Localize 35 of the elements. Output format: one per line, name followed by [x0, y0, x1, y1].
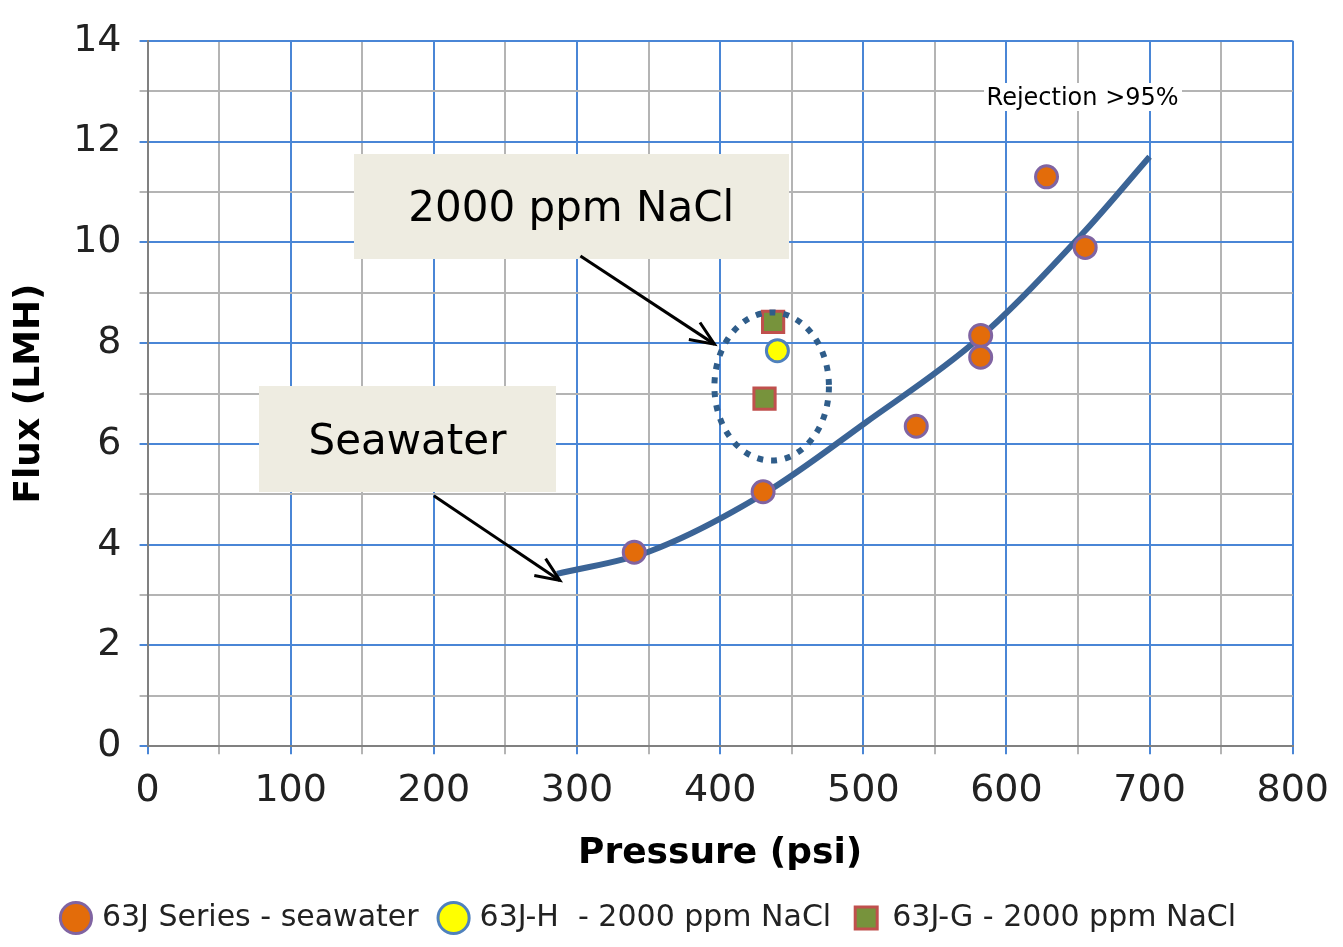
y-tick-label: 14	[73, 15, 122, 60]
x-tick-label: 800	[1256, 765, 1329, 810]
legend-label: 63J-G - 2000 ppm NaCl	[892, 897, 1237, 933]
point	[621, 539, 647, 565]
x-tick-label: 200	[397, 765, 471, 810]
x-tick-label: 600	[970, 765, 1043, 810]
annotation: Seawater	[258, 386, 557, 493]
point	[968, 344, 994, 370]
y-tick-label: 6	[97, 418, 122, 463]
point	[968, 323, 994, 349]
annotation: 2000 ppm NaCl	[353, 153, 789, 260]
x-tick-label: 100	[254, 765, 327, 810]
x-axis-title: Pressure (psi)	[578, 829, 863, 871]
point	[761, 309, 786, 335]
y-tick-label: 8	[97, 317, 122, 362]
point	[752, 386, 777, 411]
y-tick-label: 10	[73, 217, 122, 262]
y-tick-label: 4	[97, 519, 122, 564]
y-axis-title: Flux (LMH)	[5, 283, 47, 504]
point	[764, 338, 790, 364]
y-tick-label: 0	[97, 721, 122, 766]
point	[1072, 234, 1098, 260]
y-tick-label: 12	[73, 116, 122, 161]
legend-label: 63J Series - seawater	[101, 897, 420, 933]
x-tick-label: 700	[1113, 765, 1186, 810]
legend-label: 63J-H - 2000 ppm NaCl	[479, 897, 832, 933]
point	[1034, 164, 1060, 190]
point	[750, 479, 776, 505]
x-tick-label: 400	[683, 765, 757, 810]
x-tick-label: 0	[135, 765, 160, 810]
x-tick-label: 300	[540, 765, 614, 810]
x-tick-label: 500	[827, 765, 900, 810]
point	[903, 413, 929, 439]
y-tick-label: 2	[97, 620, 122, 665]
annotation: Rejection >95%	[983, 83, 1182, 112]
